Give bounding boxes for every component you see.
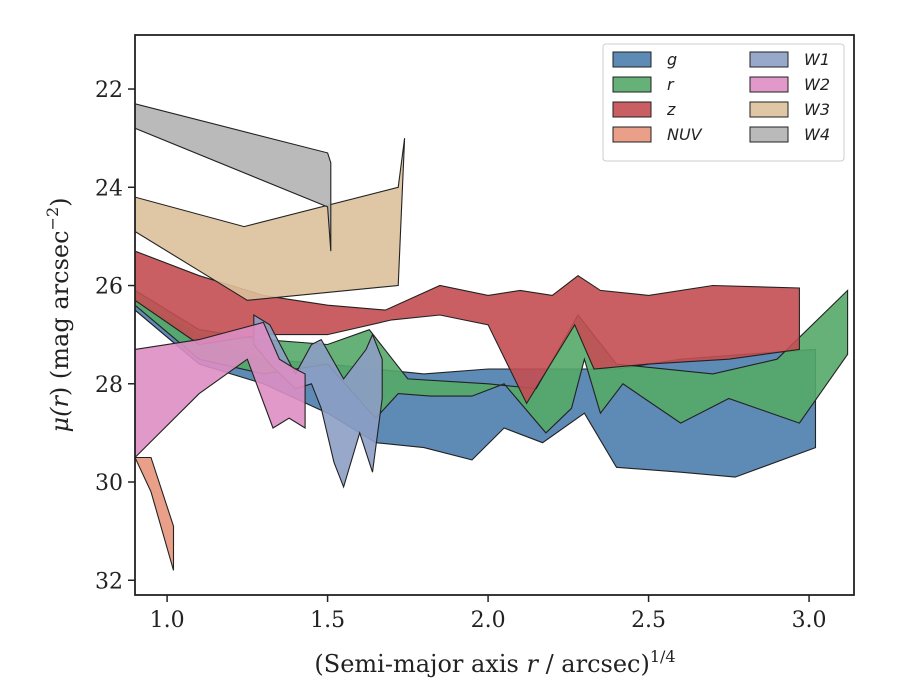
x-tick-label: 1.0 [150,608,185,633]
legend-swatch-w1 [749,51,789,68]
x-axis-label-part2: / arcsec) [538,650,650,678]
legend-label-w3: W3 [804,100,830,119]
series-band-w4 [135,103,332,252]
series-band-nuv [135,456,175,571]
x-axis-label: (Semi-major axis r / arcsec)1/4 [314,647,675,678]
y-tick-label: 26 [95,275,123,300]
y-tick-label: 28 [95,373,123,398]
legend: grz NUV W1 W2 W3 W4 [602,43,845,162]
x-tick-label: 2.5 [631,608,666,633]
x-axis-label-sup: 1/4 [650,647,676,666]
legend-label-w4: W4 [804,125,830,144]
x-tick-label: 3.0 [792,608,827,633]
series-band-w2 [135,321,306,459]
series-band-z [135,250,800,405]
legend-label-w1: W1 [804,50,830,69]
y-tick-label: 32 [95,569,123,594]
y-tick-label: 30 [95,471,123,496]
x-axis-label-var: r [526,650,539,678]
plot-frame [134,34,855,596]
series-layer [135,103,849,571]
legend-label-r: r [667,75,675,94]
series-band-w3 [135,138,406,301]
x-axis-label-part1: (Semi-major axis [314,650,526,678]
y-tick-label: 24 [95,176,123,201]
legend-swatch-w3 [749,101,789,118]
legend-swatch-nuv [612,126,652,143]
legend-swatch-w4 [749,126,789,143]
y-axis-label-part1: μ( [46,407,74,433]
x-tick-label: 2.0 [471,608,506,633]
legend-swatch-w2 [749,76,789,93]
legend-swatch-r [612,76,652,93]
legend-swatch-z [612,101,652,118]
ticks-layer: 1.0 1.5 2.0 2.5 3.0 22 24 26 28 30 32 [95,78,827,633]
y-axis-label-var: r [46,395,74,408]
y-axis-label-sup: −2 [43,207,62,231]
x-tick-label: 1.5 [310,608,345,633]
legend-label-w2: W2 [804,75,830,94]
legend-label-nuv: NUV [667,125,703,144]
y-axis-label-part2: ) (mag arcsec [46,230,74,396]
legend-label-z: z [666,100,676,119]
legend-swatch-g [612,51,652,68]
legend-label-g: g [667,50,677,69]
y-axis-label: μ(r) (mag arcsec−2) [43,197,74,432]
y-tick-label: 22 [95,78,123,103]
y-axis-label-close: ) [46,197,74,206]
